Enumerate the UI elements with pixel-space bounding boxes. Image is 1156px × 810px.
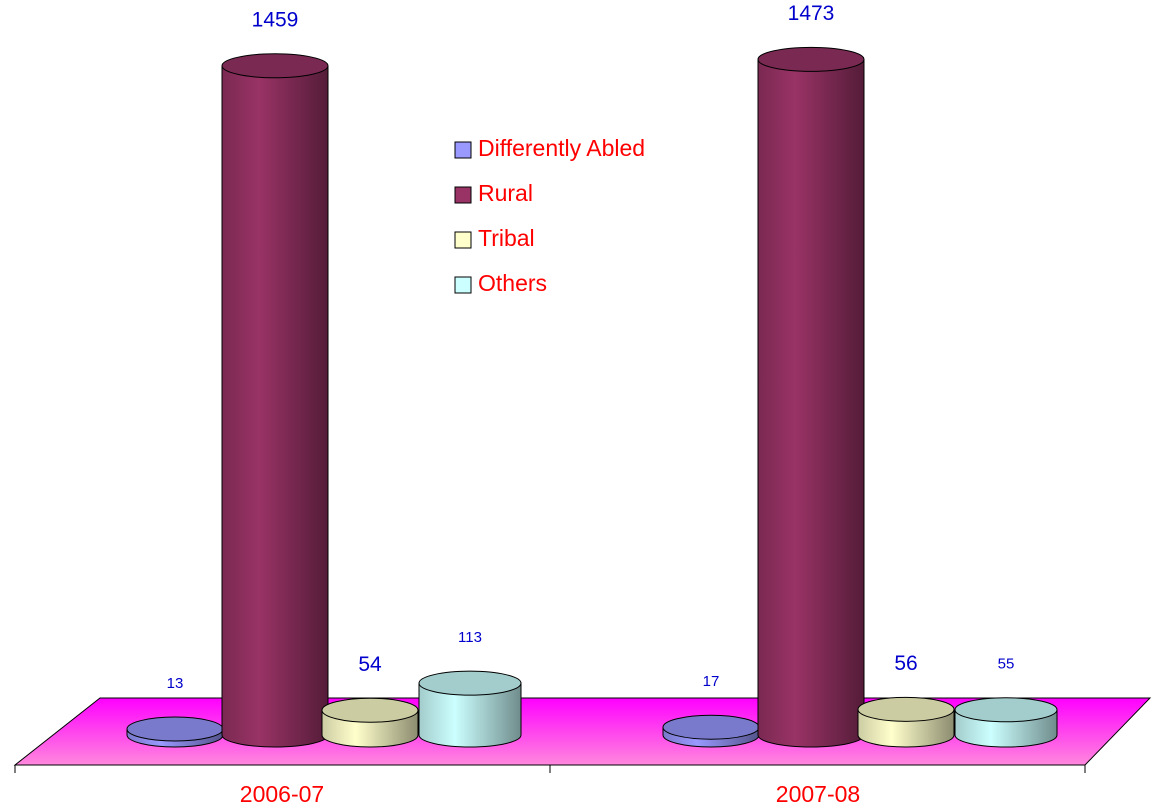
value-label: 55 [998,656,1015,673]
value-label: 13 [167,675,184,692]
legend-swatch [454,231,472,249]
legend-label: Rural [478,180,533,206]
cylinder [857,696,955,748]
cylinder [662,714,760,748]
cylinder-top [126,716,224,742]
cylinder [321,697,419,748]
cylinder-top [418,670,522,696]
x-tick-label: 2007-08 [776,781,860,807]
cylinder-top [857,696,955,722]
cylinder-body [222,65,328,735]
cylinder-top [321,697,419,723]
legend-swatch [454,276,472,294]
cylinder [757,46,865,748]
cylinder-body [758,59,864,736]
legend-swatch [454,141,472,159]
value-label: 17 [703,673,720,690]
cylinder-top [757,46,865,72]
value-label: 54 [358,653,382,676]
value-label: 56 [894,652,917,675]
cylinder [418,670,522,748]
legend-label: Differently Abled [478,135,645,161]
cylinder-top [662,714,760,740]
cylinder [126,716,224,748]
x-tick-label: 2006-07 [240,781,324,807]
value-label: 1459 [252,8,299,31]
cylinder [954,697,1058,748]
cylinder-top [221,53,329,79]
legend-swatch [454,186,472,204]
cylinder [221,53,329,748]
legend-label: Tribal [478,225,535,251]
cylinder-top [954,697,1058,723]
value-label: 1473 [788,2,835,25]
legend-label: Others [478,270,547,296]
value-label: 113 [458,629,482,646]
